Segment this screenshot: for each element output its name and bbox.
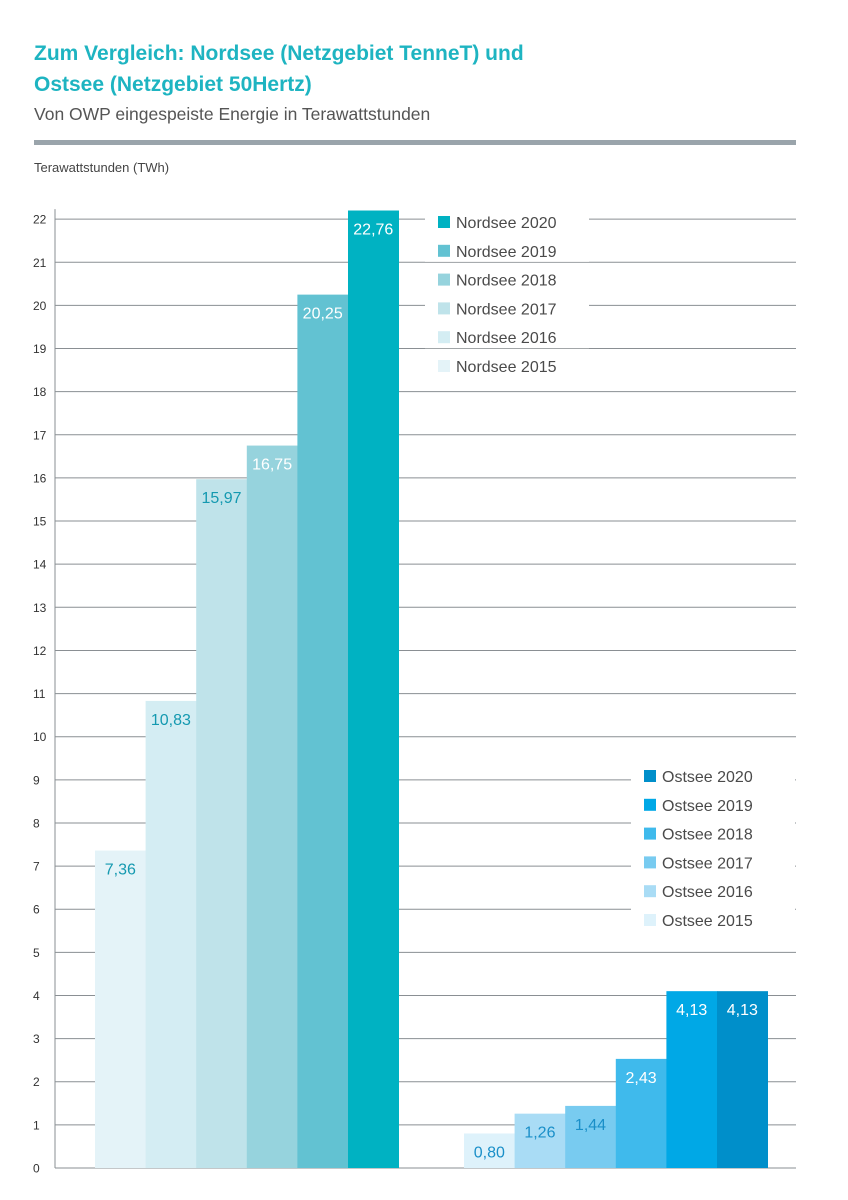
bar xyxy=(666,991,718,1168)
bar xyxy=(514,1113,566,1168)
y-tick-label: 15 xyxy=(33,515,47,529)
legend-item-background xyxy=(631,878,795,903)
legend-label: Ostsee 2016 xyxy=(662,884,753,901)
y-tick-label: 17 xyxy=(33,428,47,442)
bar xyxy=(246,445,298,1168)
bar xyxy=(348,210,399,1168)
chart-title-line-1: Zum Vergleich: Nordsee (Netzgebiet Tenne… xyxy=(34,42,524,65)
legend-swatch xyxy=(644,827,656,840)
legend-swatch xyxy=(438,302,450,315)
legend-label: Nordsee 2017 xyxy=(456,301,557,318)
legend-swatch xyxy=(438,216,450,228)
bar-value-label: 2,43 xyxy=(626,1070,657,1087)
legend-label: Ostsee 2019 xyxy=(662,798,753,815)
y-tick-label: 2 xyxy=(33,1075,40,1089)
y-tick-label: 4 xyxy=(33,989,40,1003)
bar-value-label: 20,25 xyxy=(303,306,343,323)
y-tick-label: 22 xyxy=(33,213,47,227)
bar-value-label: 7,36 xyxy=(105,862,136,879)
bar-value-label: 1,44 xyxy=(575,1117,606,1134)
legend-item-background xyxy=(631,907,795,931)
legend-swatch xyxy=(438,244,450,257)
bar xyxy=(145,700,197,1168)
legend-label: Ostsee 2018 xyxy=(662,827,753,844)
y-tick-label: 1 xyxy=(33,1118,40,1132)
legend-item-background xyxy=(425,353,589,377)
y-tick-label: 11 xyxy=(33,687,46,701)
bar-value-label: 22,76 xyxy=(353,222,393,239)
chart-subtitle: Von OWP eingespeiste Energie in Terawatt… xyxy=(34,104,431,124)
bar-value-label: 0,80 xyxy=(474,1144,505,1161)
y-tick-label: 8 xyxy=(33,816,40,830)
legend-item-background xyxy=(631,849,795,874)
legend-swatch xyxy=(438,331,450,344)
bar xyxy=(297,294,349,1168)
bar-value-label: 4,13 xyxy=(676,1002,707,1019)
legend-swatch xyxy=(644,885,656,898)
legend-label: Nordsee 2018 xyxy=(456,273,557,290)
legend-swatch xyxy=(644,770,656,782)
bar xyxy=(196,479,248,1169)
bar-value-label: 15,97 xyxy=(201,490,241,507)
y-tick-label: 0 xyxy=(33,1162,40,1176)
y-tick-label: 10 xyxy=(33,730,47,744)
legend-label: Nordsee 2015 xyxy=(456,359,557,376)
bar xyxy=(565,1105,617,1168)
y-tick-label: 14 xyxy=(33,558,47,572)
y-tick-label: 19 xyxy=(33,342,47,356)
y-tick-label: 6 xyxy=(33,903,40,917)
legend-item-background xyxy=(425,324,589,349)
bar xyxy=(615,1058,667,1168)
legend-swatch xyxy=(644,914,656,926)
legend-label: Ostsee 2015 xyxy=(662,913,753,930)
legend-label: Nordsee 2016 xyxy=(456,330,557,347)
legend-swatch xyxy=(438,273,450,286)
legend-swatch xyxy=(438,360,450,372)
chart-title-line-2: Ostsee (Netzgebiet 50Hertz) xyxy=(34,73,312,96)
bar-value-label: 16,75 xyxy=(252,457,292,474)
bar xyxy=(717,991,768,1168)
y-tick-label: 18 xyxy=(33,385,47,399)
legend-label: Nordsee 2019 xyxy=(456,244,557,261)
y-tick-label: 21 xyxy=(33,256,47,270)
y-tick-label: 20 xyxy=(33,299,47,313)
legend-item-background xyxy=(631,791,795,816)
legend-item-background xyxy=(631,820,795,845)
y-tick-label: 13 xyxy=(33,601,47,615)
legend-item-background xyxy=(425,237,589,262)
y-axis-label: Terawattstunden (TWh) xyxy=(34,160,170,175)
legend-swatch xyxy=(644,856,656,869)
bar-value-label: 10,83 xyxy=(151,712,191,729)
bar xyxy=(95,850,146,1168)
bar xyxy=(464,1133,515,1168)
legend-label: Ostsee 2017 xyxy=(662,855,753,872)
title-divider xyxy=(34,140,796,145)
legend-label: Ostsee 2020 xyxy=(662,769,753,786)
legend-item-background xyxy=(631,763,795,787)
bar-value-label: 4,13 xyxy=(727,1002,758,1019)
chart-title: Zum Vergleich: Nordsee (Netzgebiet Tenne… xyxy=(34,38,524,100)
y-tick-label: 12 xyxy=(33,644,47,658)
y-tick-label: 7 xyxy=(33,860,40,874)
y-tick-label: 5 xyxy=(33,946,40,960)
bar-value-label: 1,26 xyxy=(524,1125,555,1142)
legend-item-background xyxy=(425,295,589,320)
y-tick-label: 3 xyxy=(33,1032,40,1046)
legend-label: Nordsee 2020 xyxy=(456,215,557,232)
y-tick-label: 16 xyxy=(33,471,47,485)
legend-item-background xyxy=(425,266,589,291)
y-tick-label: 9 xyxy=(33,773,40,787)
legend-item-background xyxy=(425,209,589,233)
legend-swatch xyxy=(644,798,656,811)
